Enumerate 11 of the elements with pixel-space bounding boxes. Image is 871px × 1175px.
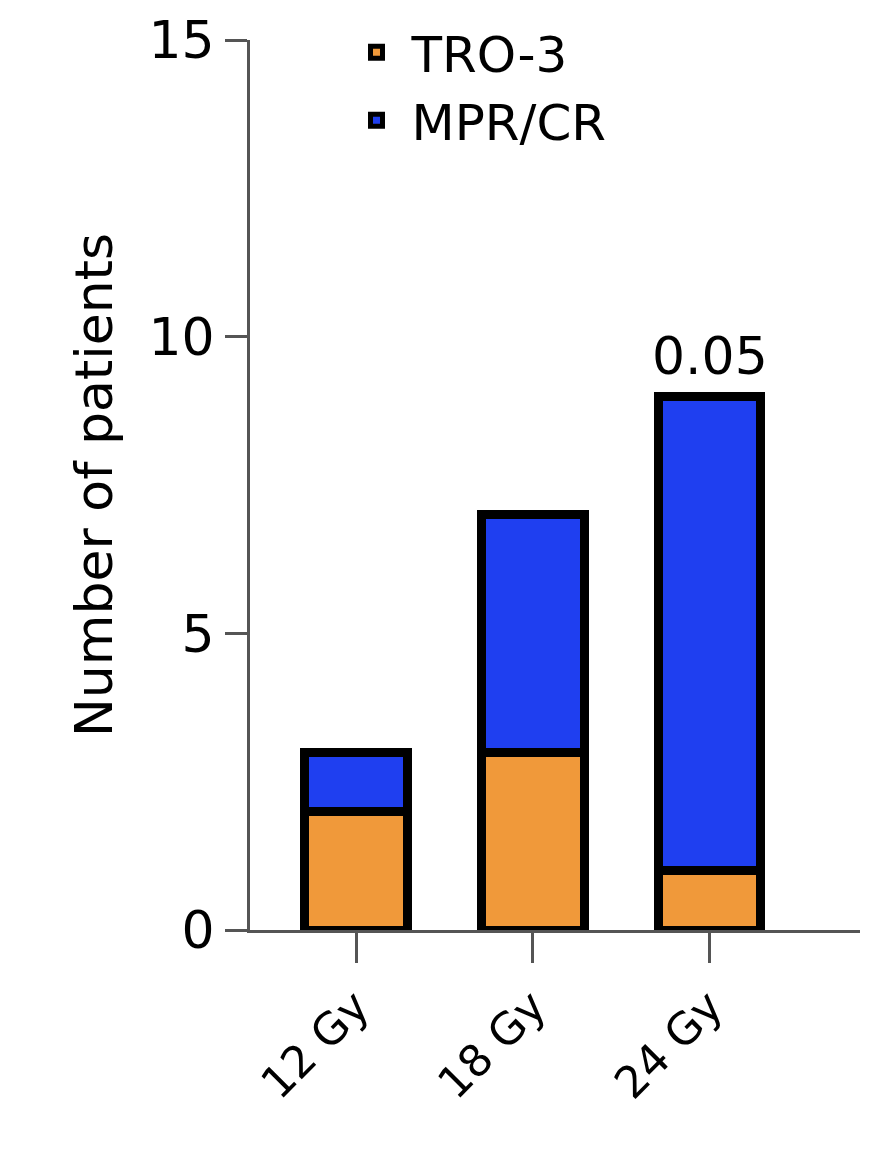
- legend-label: MPR/CR: [411, 93, 607, 152]
- y-tick-label: 0: [181, 900, 215, 961]
- annotation: 0.05: [652, 326, 768, 386]
- legend-label: TRO-3: [410, 25, 568, 84]
- x-tick-label: 12 Gy: [250, 980, 379, 1109]
- y-tick-label: 15: [148, 10, 215, 71]
- x-tick-label: 24 Gy: [604, 980, 733, 1109]
- y-tick-label: 10: [148, 306, 215, 367]
- y-axis-title: Number of patients: [63, 232, 124, 738]
- x-tick-label: 18 Gy: [427, 980, 556, 1109]
- y-tick-label: 5: [181, 603, 215, 664]
